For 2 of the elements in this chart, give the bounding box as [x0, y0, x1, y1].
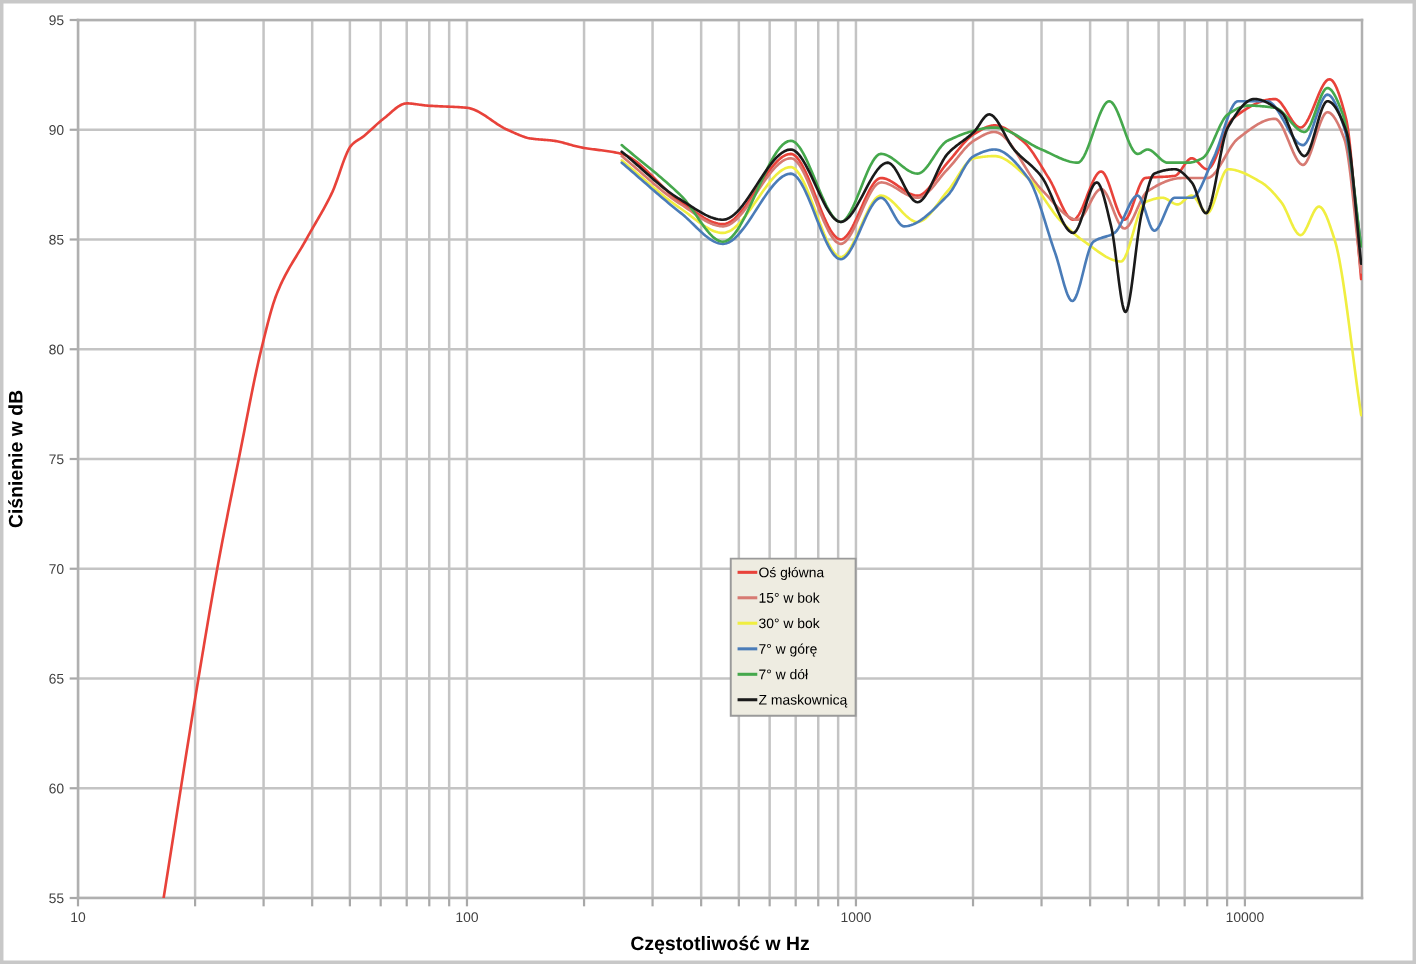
- x-axis-title: Częstotliwość w Hz: [631, 935, 809, 954]
- y-axis-title: Ciśnienie w dB: [8, 390, 23, 528]
